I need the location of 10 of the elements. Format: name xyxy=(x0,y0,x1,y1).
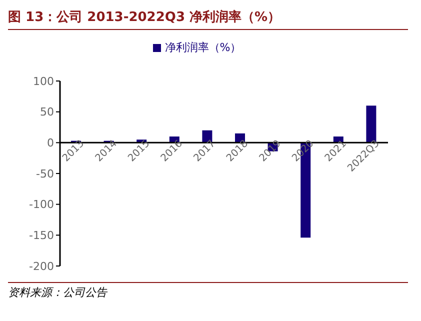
y-tick-label: -150 xyxy=(29,229,54,242)
y-tick-label: -50 xyxy=(36,167,54,180)
y-tick-label: 100 xyxy=(33,74,54,88)
chart-title: 图 13：公司 2013-2022Q3 净利润率（%） xyxy=(8,8,408,30)
y-tick-label: -200 xyxy=(29,260,54,273)
y-tick-label: 0 xyxy=(47,136,54,150)
y-tick-label: 50 xyxy=(40,106,54,119)
text: 资料来源：公司公告 xyxy=(8,282,408,300)
y-tick-label: -100 xyxy=(29,198,54,212)
legend-label: 净利润率（%） xyxy=(164,41,242,54)
